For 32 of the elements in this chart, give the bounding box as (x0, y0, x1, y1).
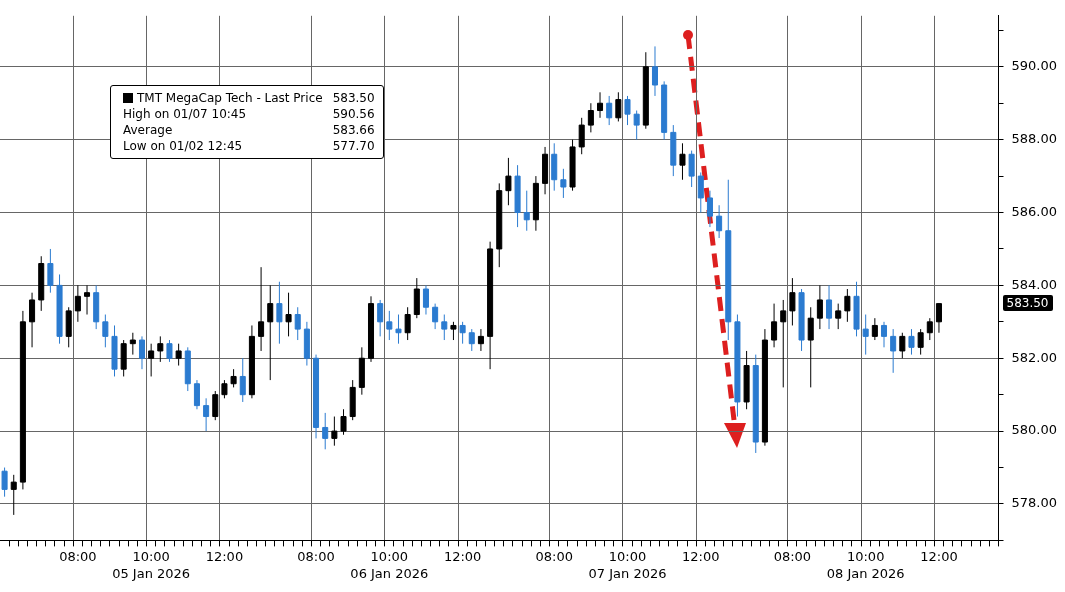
y-tick-label: 580.00 (1011, 422, 1058, 438)
x-tick-label: 10:00 (608, 548, 647, 564)
x-tick-label: 10:00 (370, 548, 409, 564)
x-tick-label: 08:00 (59, 548, 97, 564)
x-tick-label: 12:00 (443, 548, 482, 564)
x-tick-label: 08:00 (773, 548, 812, 564)
y-tick-label: 590.00 (1011, 58, 1058, 74)
text: 06 Jan 2026 (350, 566, 429, 582)
text: 07 Jan 2026 (588, 566, 667, 582)
annotation: 583.66 (331, 122, 375, 138)
y-tick-label: 578.00 (1011, 495, 1058, 511)
annotation: High on 01/07 10:45 (122, 106, 248, 122)
x-tick-label: 12:00 (920, 548, 958, 564)
x-tick-label: 10:00 (132, 548, 170, 564)
text: 583.50 (1006, 295, 1049, 310)
legend-label: TMT MegaCap Tech - Last Price (136, 90, 323, 106)
annotation: 590.56 (331, 106, 375, 122)
x-tick-label: 08:00 (297, 548, 335, 564)
x-tick-label: 10:00 (846, 548, 885, 564)
y-tick-label: 588.00 (1011, 131, 1058, 147)
text: 05 Jan 2026 (112, 566, 191, 582)
y-tick-label: 584.00 (1011, 276, 1058, 292)
x-tick-label: 12:00 (205, 548, 244, 564)
y-tick-label: 582.00 (1011, 349, 1058, 365)
annotation: Average (122, 122, 174, 138)
text: 08 Jan 2026 (826, 566, 905, 582)
x-tick-label: 12:00 (682, 548, 720, 564)
x-tick-label: 08:00 (535, 548, 573, 564)
annotation: Low on 01/02 12:45 (122, 138, 244, 154)
annotation: 583.50 (331, 90, 375, 106)
annotation: 577.70 (331, 138, 375, 154)
y-tick-label: 586.00 (1011, 203, 1058, 219)
